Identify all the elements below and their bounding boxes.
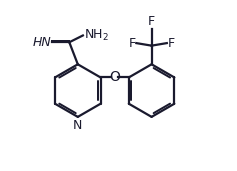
Text: NH$_2$: NH$_2$ (84, 28, 109, 43)
Text: F: F (148, 15, 155, 28)
Text: HN: HN (33, 36, 52, 49)
Text: N: N (73, 119, 82, 131)
Text: O: O (109, 70, 120, 84)
Text: F: F (168, 37, 175, 50)
Text: F: F (128, 37, 136, 50)
